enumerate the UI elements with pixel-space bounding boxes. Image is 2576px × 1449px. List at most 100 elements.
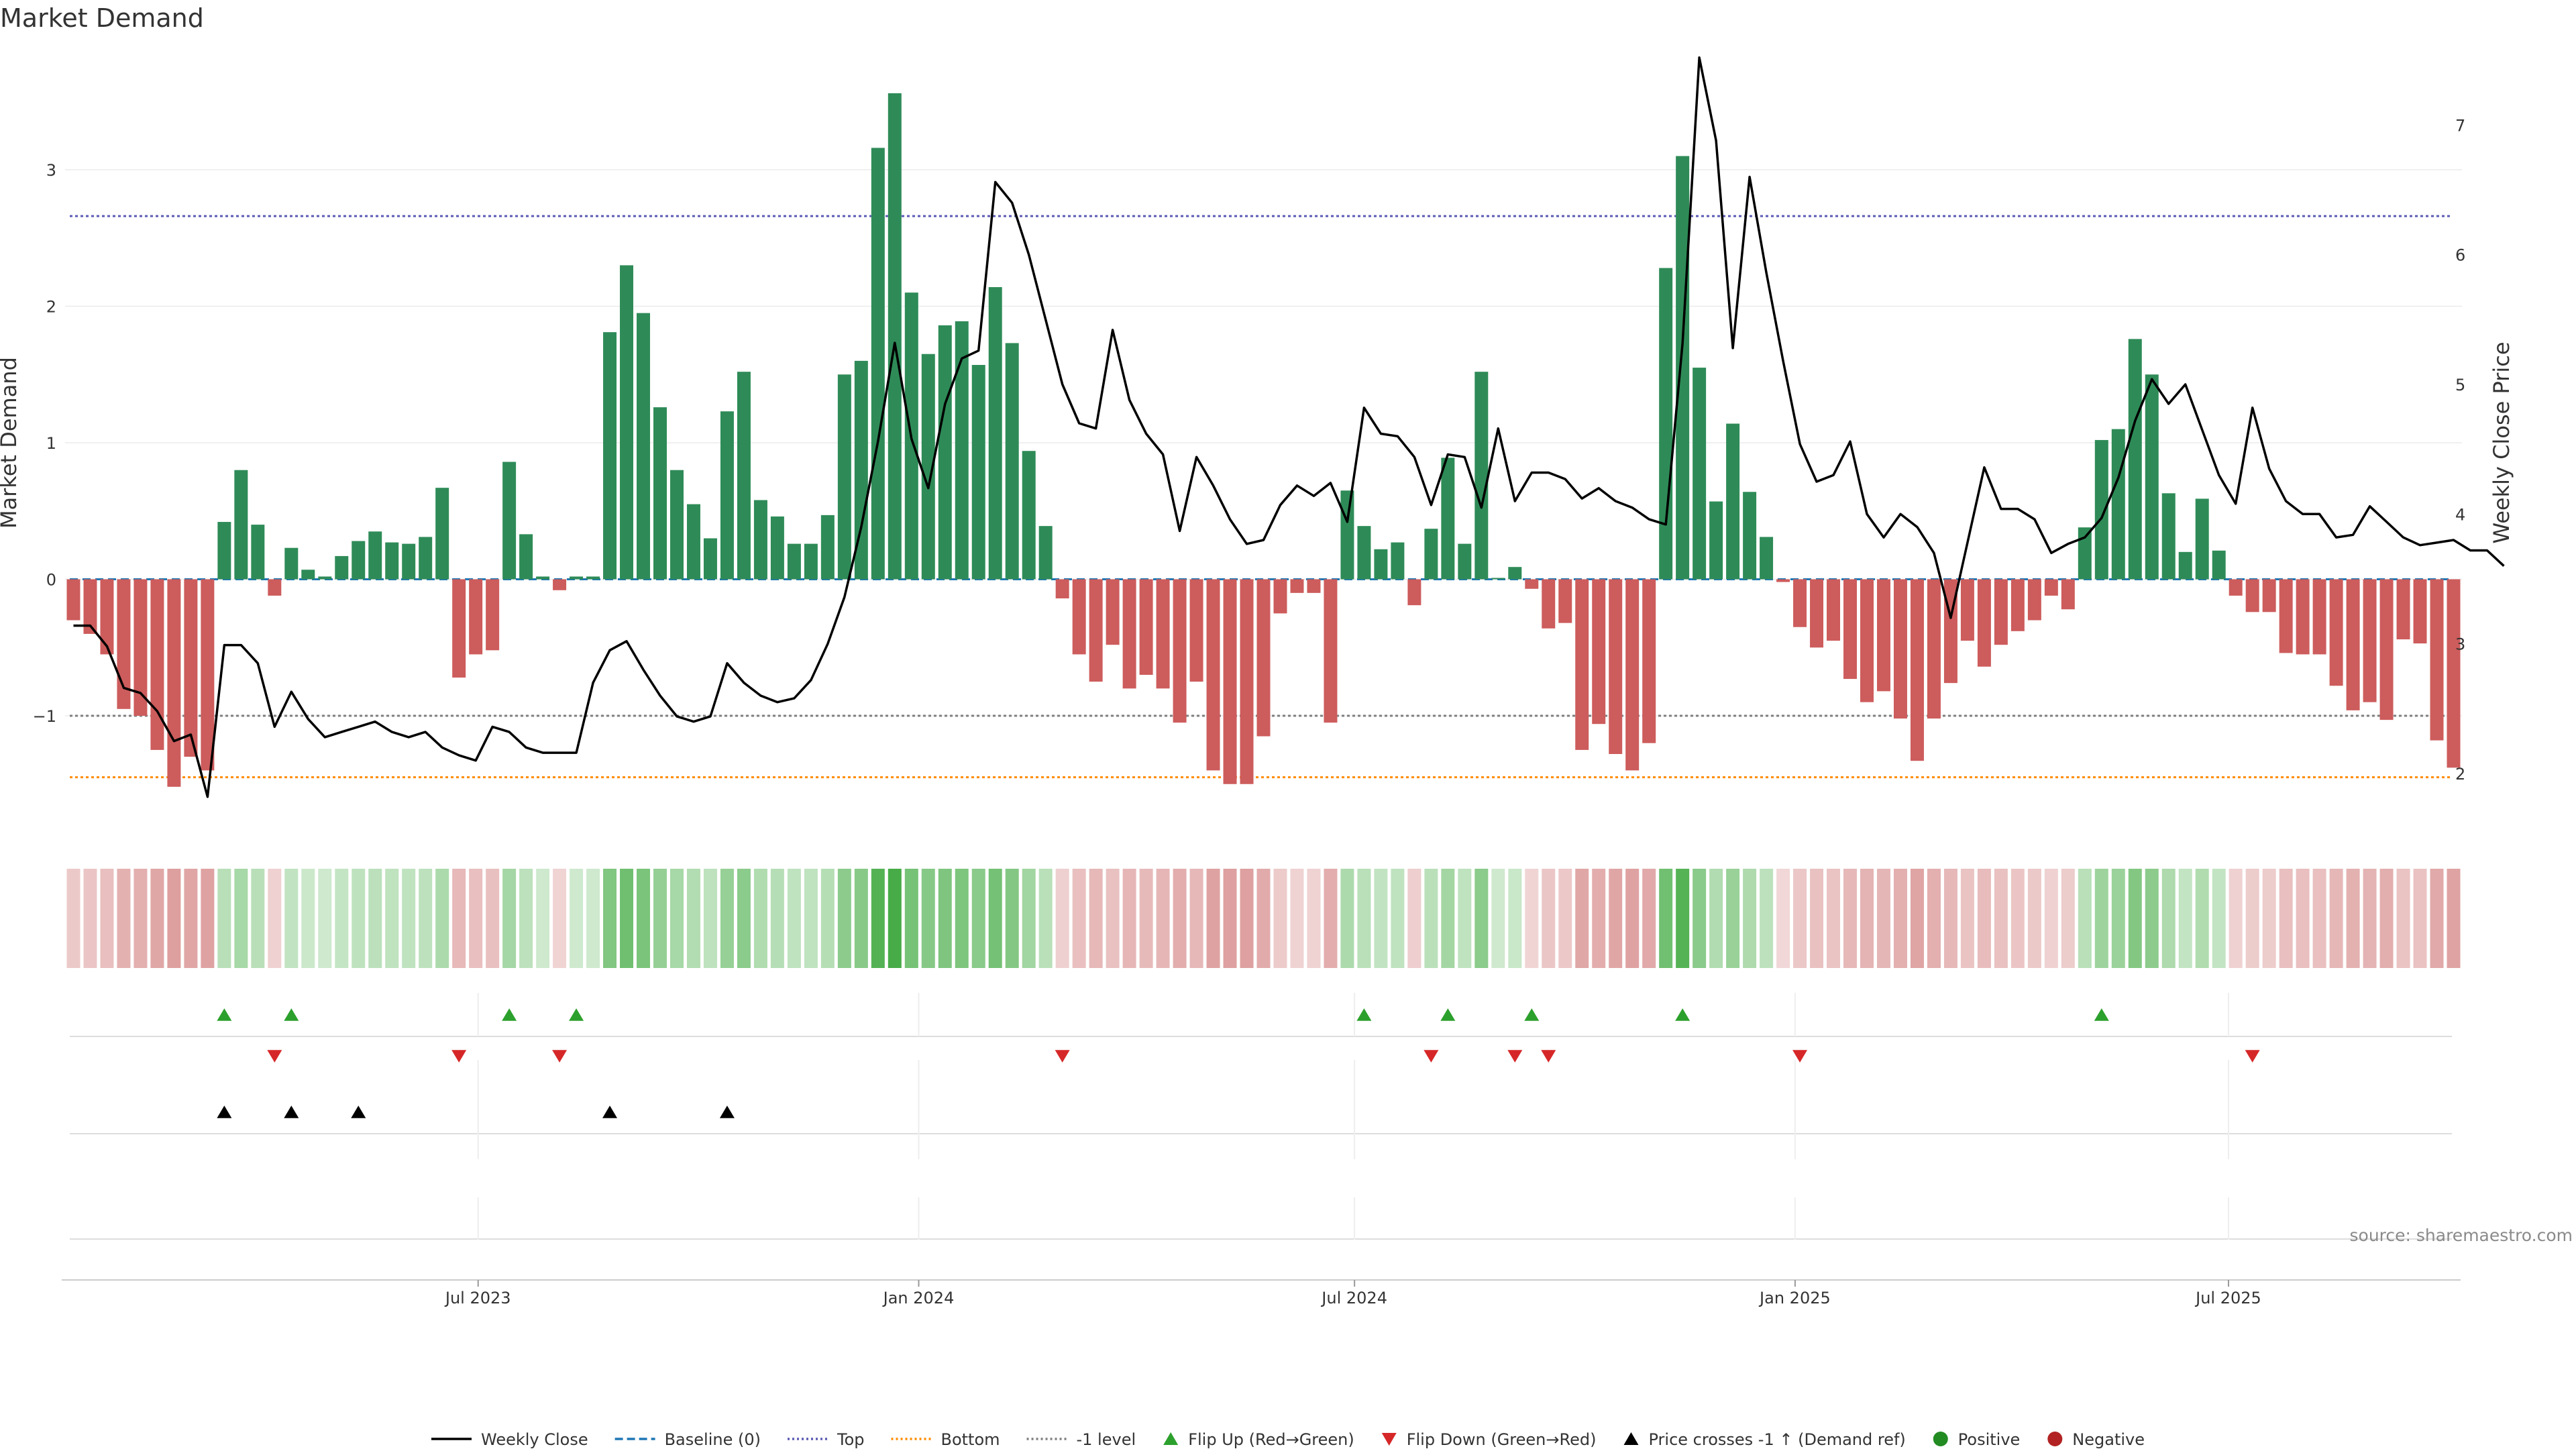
strip-cell — [184, 869, 198, 968]
y2-tick-label: 4 — [2455, 505, 2465, 524]
demand-bar — [1491, 578, 1505, 580]
legend-swatch-dot — [1933, 1432, 1948, 1446]
demand-bar — [268, 579, 282, 596]
strip-cell — [653, 869, 667, 968]
strip-cell — [486, 869, 500, 968]
demand-bar — [837, 374, 851, 580]
strip-cell — [1793, 869, 1807, 968]
triangle-up-marker — [351, 1106, 366, 1118]
strip-cell — [1693, 869, 1707, 968]
demand-bar — [753, 500, 767, 580]
strip-cell — [1609, 869, 1623, 968]
triangle-up-marker — [719, 1106, 735, 1118]
strip-cell — [2229, 869, 2243, 968]
demand-bar — [1374, 549, 1388, 580]
strip-cell — [703, 869, 717, 968]
demand-bar — [2044, 579, 2058, 596]
legend-label: Baseline (0) — [665, 1430, 761, 1449]
legend-label: Flip Down (Green→Red) — [1407, 1430, 1597, 1449]
strip-cell — [217, 869, 231, 968]
legend: Weekly Close Baseline (0) Top Bottom -1 leve… — [431, 1430, 2145, 1449]
strip-cell — [904, 869, 918, 968]
strip-cell — [1374, 869, 1388, 968]
y-axis-label: Market Demand — [0, 357, 21, 529]
strip-cell — [268, 869, 282, 968]
strip-cell — [737, 869, 751, 968]
strip-cell — [1676, 869, 1690, 968]
chart-title: Market Demand — [0, 3, 204, 33]
y2-tick-label: 6 — [2455, 246, 2465, 265]
y2-axis-label: Weekly Close Price — [2489, 341, 2514, 543]
demand-bar — [804, 543, 818, 580]
strip-cell — [1407, 869, 1421, 968]
strip-cell — [1525, 869, 1539, 968]
demand-bar — [2262, 579, 2276, 612]
y2-tick-label: 5 — [2455, 376, 2465, 394]
demand-bar — [2027, 579, 2041, 621]
strip-cell — [1307, 869, 1321, 968]
strip-cell — [2128, 869, 2142, 968]
legend-label: Positive — [1958, 1430, 2021, 1449]
y-tick-label: −1 — [33, 707, 56, 726]
strip-cell — [167, 869, 181, 968]
strip-cell — [1726, 869, 1740, 968]
strip-cell — [301, 869, 315, 968]
demand-bar — [888, 93, 902, 580]
y2-tick-label: 7 — [2455, 116, 2465, 135]
strip-cell — [2262, 869, 2276, 968]
strip-cell — [2027, 869, 2041, 968]
strip-cell — [553, 869, 567, 968]
y2-tick-label: 3 — [2455, 635, 2465, 654]
strip-cell — [1005, 869, 1019, 968]
strip-cell — [820, 869, 835, 968]
demand-bar — [1709, 501, 1723, 580]
strip-cell — [368, 869, 382, 968]
x-tick-label: Jul 2025 — [2194, 1289, 2261, 1307]
strip-cell — [1760, 869, 1774, 968]
demand-bar — [1508, 567, 1522, 580]
strip-cell — [854, 869, 868, 968]
strip-cell — [971, 869, 985, 968]
strip-cell — [686, 869, 700, 968]
demand-bar — [519, 534, 533, 580]
demand-bar — [2396, 579, 2410, 640]
strip-cell — [133, 869, 148, 968]
demand-bar — [2178, 551, 2192, 580]
legend-swatch-triangle-up — [1163, 1432, 1179, 1445]
demand-bar — [2229, 579, 2243, 596]
legend-label: Top — [837, 1430, 865, 1449]
strip-cell — [1910, 869, 1924, 968]
demand-bar — [1977, 579, 1991, 667]
demand-bar — [1676, 156, 1690, 580]
demand-bar — [1324, 579, 1338, 723]
demand-bar — [66, 579, 80, 621]
strip-cell — [1340, 869, 1354, 968]
strip-cell — [871, 869, 885, 968]
demand-bar — [2061, 579, 2075, 610]
triangle-up-marker — [217, 1008, 232, 1021]
triangle-down-marker — [552, 1050, 568, 1063]
demand-strip — [66, 869, 2461, 968]
triangle-down-marker — [2245, 1050, 2260, 1063]
triangle-up-marker — [1524, 1008, 1540, 1021]
strip-cell — [2094, 869, 2108, 968]
strip-cell — [1458, 869, 1472, 968]
triangle-down-marker — [451, 1050, 467, 1063]
strip-cell — [402, 869, 416, 968]
triangle-down-marker — [1792, 1050, 1808, 1063]
strip-cell — [1709, 869, 1723, 968]
demand-bar — [502, 462, 517, 580]
demand-bar — [2279, 579, 2293, 653]
y-tick-label: 0 — [46, 571, 56, 590]
demand-bar — [787, 543, 801, 580]
demand-bar — [2329, 579, 2343, 686]
demand-bar — [1592, 579, 1606, 724]
x-tick-label: Jul 2023 — [444, 1289, 511, 1307]
source-note: source: sharemaestro.com — [2350, 1226, 2573, 1245]
strip-cell — [1927, 869, 1941, 968]
demand-bar — [1340, 490, 1354, 580]
triangle-up-marker — [569, 1008, 584, 1021]
triangle-down-marker — [1055, 1050, 1070, 1063]
strip-cell — [2178, 869, 2192, 968]
demand-bar — [486, 579, 500, 651]
